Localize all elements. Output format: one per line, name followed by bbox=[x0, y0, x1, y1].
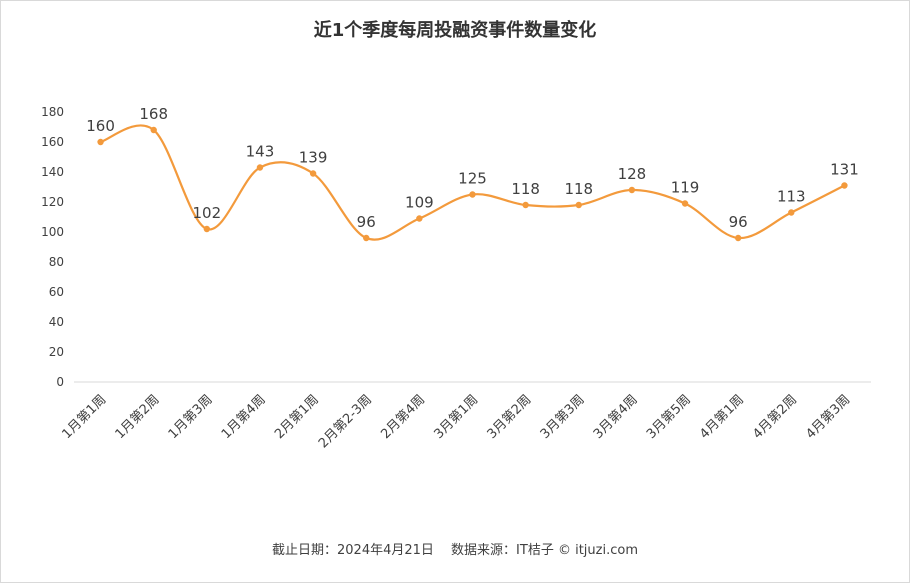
data-label: 96 bbox=[357, 213, 376, 231]
x-tick-label: 3月第3周 bbox=[538, 392, 588, 442]
x-tick-label: 4月第1周 bbox=[697, 392, 747, 442]
data-point bbox=[788, 209, 795, 216]
y-tick-label: 160 bbox=[41, 135, 64, 149]
data-points bbox=[97, 126, 848, 242]
data-label: 131 bbox=[830, 161, 859, 179]
data-point bbox=[575, 201, 582, 209]
x-tick-label: 1月第3周 bbox=[166, 392, 216, 442]
data-label: 125 bbox=[458, 170, 487, 188]
data-point bbox=[469, 191, 476, 198]
data-point bbox=[841, 182, 848, 189]
y-tick-label: 80 bbox=[49, 255, 64, 269]
x-tick-label: 2月第4周 bbox=[378, 392, 428, 442]
x-tick-label: 2月第2-3周 bbox=[316, 392, 375, 451]
y-tick-label: 140 bbox=[41, 165, 64, 179]
data-label: 118 bbox=[511, 180, 540, 198]
x-tick-label: 1月第1周 bbox=[60, 392, 110, 442]
y-tick-label: 180 bbox=[41, 105, 64, 119]
y-tick-label: 100 bbox=[41, 225, 64, 239]
x-tick-label: 1月第4周 bbox=[219, 392, 269, 442]
y-axis-ticks: 0 20 40 60 80 100 120 140 160 180 bbox=[41, 105, 64, 389]
data-label: 128 bbox=[618, 165, 647, 183]
x-tick-label: 3月第2周 bbox=[485, 392, 535, 442]
x-tick-label: 1月第2周 bbox=[113, 392, 163, 442]
data-label: 113 bbox=[777, 188, 806, 206]
chart-title: 近1个季度每周投融资事件数量变化 bbox=[314, 19, 597, 41]
data-label: 109 bbox=[405, 194, 434, 212]
data-label: 96 bbox=[729, 213, 748, 231]
data-point bbox=[150, 126, 157, 134]
data-point bbox=[628, 186, 636, 194]
data-point bbox=[681, 200, 689, 207]
data-point bbox=[203, 225, 211, 233]
x-tick-label: 4月第2周 bbox=[750, 392, 800, 442]
data-point bbox=[363, 234, 370, 242]
y-tick-label: 60 bbox=[49, 285, 64, 299]
x-tick-label: 3月第5周 bbox=[644, 392, 694, 442]
y-tick-label: 0 bbox=[56, 375, 64, 389]
data-label: 168 bbox=[139, 105, 168, 123]
data-label: 160 bbox=[86, 117, 115, 135]
x-tick-label: 3月第1周 bbox=[431, 392, 481, 442]
data-label: 102 bbox=[193, 204, 222, 222]
x-tick-label: 2月第1周 bbox=[272, 392, 322, 442]
data-labels: 160 168 102 143 139 96 109 125 118 118 128 119 96 113… bbox=[86, 105, 859, 231]
data-label: 119 bbox=[671, 179, 700, 197]
footer-source: 截止日期：2024年4月21日 数据来源：IT桔子 © itjuzi.com bbox=[272, 543, 638, 558]
data-point bbox=[256, 164, 264, 171]
data-point bbox=[416, 215, 423, 222]
data-point bbox=[97, 138, 104, 146]
data-label: 118 bbox=[564, 180, 593, 198]
y-tick-label: 40 bbox=[49, 315, 64, 329]
y-tick-label: 20 bbox=[49, 345, 64, 359]
x-tick-label: 3月第4周 bbox=[591, 392, 641, 442]
data-label: 139 bbox=[299, 149, 328, 167]
data-point bbox=[734, 234, 742, 242]
y-tick-label: 120 bbox=[41, 195, 64, 209]
x-tick-label: 4月第3周 bbox=[803, 392, 853, 442]
data-point bbox=[309, 170, 317, 177]
data-point bbox=[522, 201, 529, 209]
data-label: 143 bbox=[246, 143, 275, 161]
